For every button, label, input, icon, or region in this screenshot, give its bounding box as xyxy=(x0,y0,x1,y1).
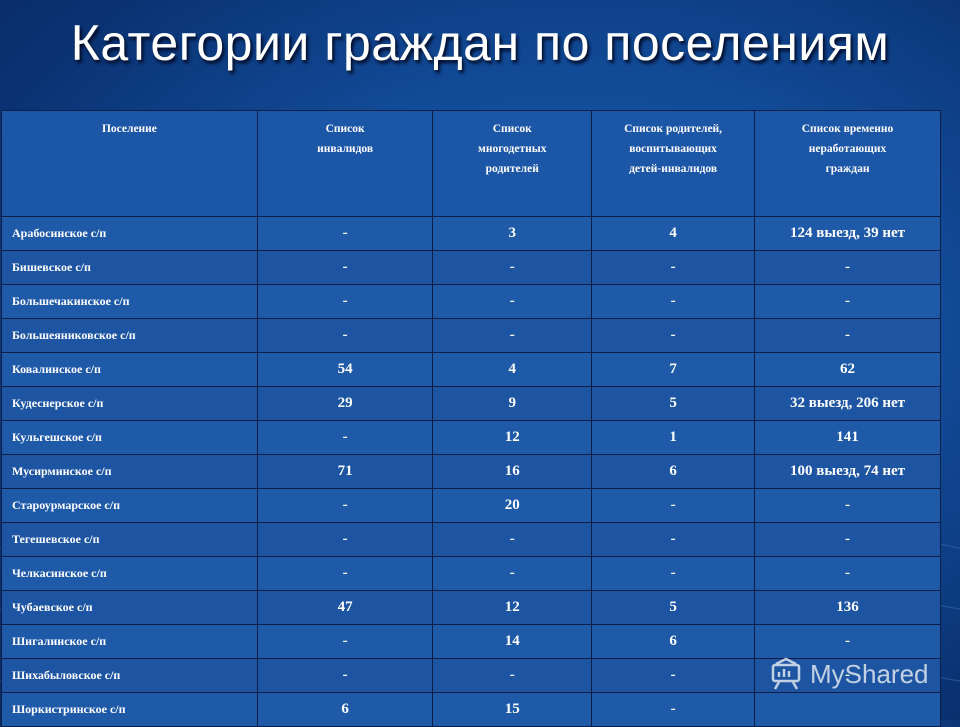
cell-parents-disabled-children: - xyxy=(591,318,756,353)
cell-disabled: - xyxy=(256,488,434,523)
cell-unemployed: - xyxy=(754,488,941,523)
slide-title: Категории граждан по поселениям xyxy=(70,15,890,71)
table-row: Кудеснерское с/п 29 9 5 32 выезд, 206 нет xyxy=(1,386,941,421)
table-row: Тегешевское с/п - - - - xyxy=(1,522,941,557)
cell-settlement: Большечакинское с/п xyxy=(1,284,258,319)
cell-disabled: - xyxy=(256,250,434,285)
table-row: Арабосинское с/п -3 4 124 выезд, 39 нет xyxy=(1,216,941,251)
presentation-board-icon xyxy=(771,657,801,690)
cell-parents-disabled-children: - xyxy=(591,658,756,693)
cell-large-families: - xyxy=(432,658,593,693)
cell-unemployed: 32 выезд, 206 нет xyxy=(754,386,941,421)
cell-settlement: Бишевское с/п xyxy=(1,250,258,285)
cell-settlement: Кульгешское с/п xyxy=(1,420,258,455)
cell-large-families: 3 xyxy=(432,216,593,251)
cell-settlement: Большеяниковское с/п xyxy=(1,318,258,353)
cell-disabled: - xyxy=(256,284,434,319)
cell-disabled: 47 xyxy=(256,590,434,625)
cell-large-families: 20 xyxy=(432,488,593,523)
cell-unemployed: - xyxy=(754,250,941,285)
categories-table: Поселение Список инвалидов Список многод… xyxy=(1,110,941,727)
table-header-row: Поселение Список инвалидов Список многод… xyxy=(1,110,941,217)
cell-parents-disabled-children: - xyxy=(591,692,756,727)
cell-disabled: 6 xyxy=(256,692,434,727)
cell-unemployed xyxy=(754,692,941,727)
cell-unemployed: - xyxy=(754,556,941,591)
cell-large-families: - xyxy=(432,250,593,285)
cell-settlement: Арабосинское с/п xyxy=(1,216,258,251)
cell-parents-disabled-children: - xyxy=(591,488,756,523)
table-row: Большечакинское с/п - - - - xyxy=(1,284,941,319)
cell-large-families: - xyxy=(432,284,593,319)
cell-large-families: 14 xyxy=(432,624,593,659)
cell-settlement: Мусирминское с/п xyxy=(1,454,258,489)
table-row: Чубаевское с/п 47 12 5 136 xyxy=(1,590,941,625)
cell-parents-disabled-children: 6 xyxy=(591,454,756,489)
cell-settlement: Ковалинское с/п xyxy=(1,352,258,387)
header-unemployed: Список временно неработающих граждан xyxy=(754,110,941,217)
cell-unemployed: - xyxy=(754,284,941,319)
cell-settlement: Тегешевское с/п xyxy=(1,522,258,557)
cell-settlement: Чубаевское с/п xyxy=(1,590,258,625)
table-row: Шигалинское с/п -14 6- xyxy=(1,624,941,659)
cell-large-families: 12 xyxy=(432,420,593,455)
header-settlement: Поселение xyxy=(1,110,258,217)
cell-large-families: - xyxy=(432,522,593,557)
table-row: Кульгешское с/п -12 1 141 xyxy=(1,420,941,455)
cell-parents-disabled-children: 5 xyxy=(591,386,756,421)
cell-parents-disabled-children: 4 xyxy=(591,216,756,251)
table-row: Бишевское с/п - - - - xyxy=(1,250,941,285)
watermark-logo: MyShared xyxy=(768,655,929,693)
cell-parents-disabled-children: - xyxy=(591,556,756,591)
cell-large-families: 12 xyxy=(432,590,593,625)
table-row: Большеяниковское с/п - - - - xyxy=(1,318,941,353)
cell-disabled: 54 xyxy=(256,352,434,387)
cell-settlement: Шоркистринское с/п xyxy=(1,692,258,727)
cell-disabled: - xyxy=(256,420,434,455)
table-row: Челкасинское с/п - - - - xyxy=(1,556,941,591)
header-large-families: Список многодетных родителей xyxy=(432,110,593,217)
cell-unemployed: - xyxy=(754,522,941,557)
cell-parents-disabled-children: 5 xyxy=(591,590,756,625)
table-row: Шоркистринское с/п 6 15- xyxy=(1,692,941,727)
cell-large-families: 4 xyxy=(432,352,593,387)
cell-parents-disabled-children: 6 xyxy=(591,624,756,659)
cell-settlement: Староурмарское с/п xyxy=(1,488,258,523)
cell-disabled: - xyxy=(256,658,434,693)
cell-disabled: - xyxy=(256,318,434,353)
cell-unemployed: - xyxy=(754,624,941,659)
header-disabled: Список инвалидов xyxy=(256,110,434,217)
cell-disabled: - xyxy=(256,216,434,251)
cell-large-families: - xyxy=(432,318,593,353)
cell-large-families: 9 xyxy=(432,386,593,421)
cell-disabled: - xyxy=(256,556,434,591)
cell-parents-disabled-children: - xyxy=(591,284,756,319)
cell-settlement: Шигалинское с/п xyxy=(1,624,258,659)
cell-disabled: - xyxy=(256,522,434,557)
cell-large-families: - xyxy=(432,556,593,591)
cell-unemployed: 136 xyxy=(754,590,941,625)
watermark-text: MyShared xyxy=(810,658,929,689)
cell-parents-disabled-children: 1 xyxy=(591,420,756,455)
cell-large-families: 15 xyxy=(432,692,593,727)
cell-parents-disabled-children: - xyxy=(591,250,756,285)
header-parents-disabled-children: Список родителей, воспитывающих детей-ин… xyxy=(591,110,756,217)
table-row: Староурмарское с/п -20- - xyxy=(1,488,941,523)
cell-disabled: 71 xyxy=(256,454,434,489)
cell-settlement: Кудеснерское с/п xyxy=(1,386,258,421)
cell-parents-disabled-children: - xyxy=(591,522,756,557)
cell-settlement: Шихабыловское с/п xyxy=(1,658,258,693)
cell-large-families: 16 xyxy=(432,454,593,489)
table-row: Мусирминское с/п 71 16 6 100 выезд, 74 нет xyxy=(1,454,941,489)
cell-settlement: Челкасинское с/п xyxy=(1,556,258,591)
cell-disabled: 29 xyxy=(256,386,434,421)
cell-unemployed: 141 xyxy=(754,420,941,455)
table-row: Ковалинское с/п 54 4 7 62 xyxy=(1,352,941,387)
cell-unemployed: 100 выезд, 74 нет xyxy=(754,454,941,489)
cell-unemployed: 124 выезд, 39 нет xyxy=(754,216,941,251)
cell-unemployed: 62 xyxy=(754,352,941,387)
cell-parents-disabled-children: 7 xyxy=(591,352,756,387)
cell-unemployed: - xyxy=(754,318,941,353)
cell-disabled: - xyxy=(256,624,434,659)
